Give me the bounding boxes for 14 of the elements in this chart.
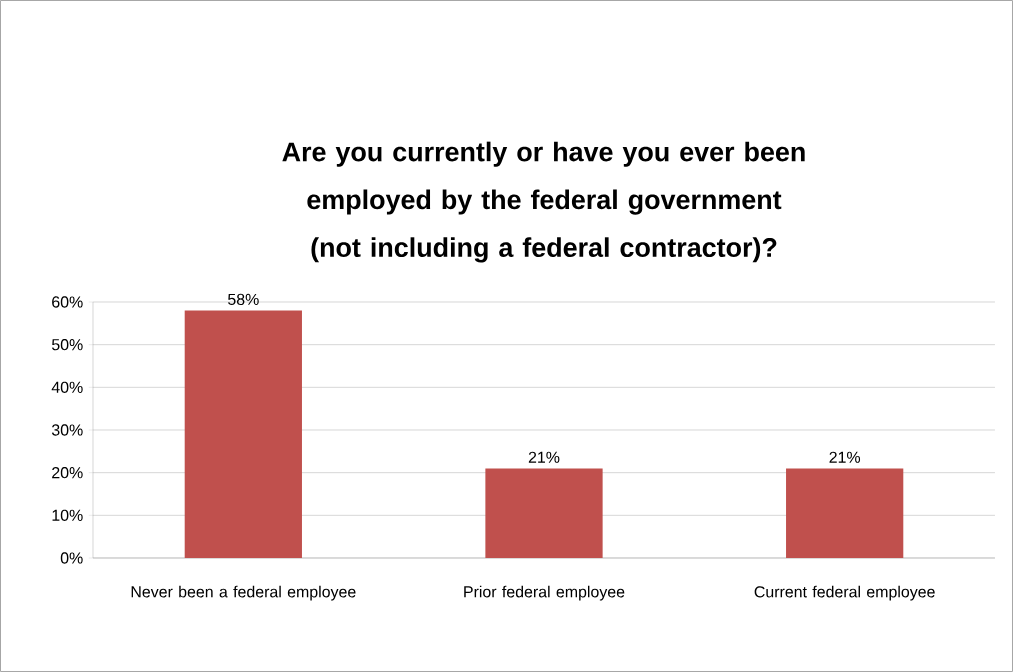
x-tick-label: Prior federal employee [464,585,625,601]
y-tick-label: 20% [52,467,83,479]
y-tick-label: 30% [51,424,83,436]
y-tick-label: 0% [60,552,83,564]
y-tick-label: 50% [51,339,83,351]
data-label: 21% [528,451,560,463]
y-tick-label: 10% [52,509,83,521]
chart-title: Are you currently or have you ever been employed by the federal government (not including a federal contractor)? [282,141,805,263]
y-tick-label: 40% [51,381,83,393]
data-label: 21% [829,451,861,463]
x-tick-label: Never been a federal employee [131,585,356,601]
y-tick-label: 60% [52,296,83,308]
x-tick-label: Current federal employee [754,585,935,601]
data-label: 58% [228,293,259,306]
